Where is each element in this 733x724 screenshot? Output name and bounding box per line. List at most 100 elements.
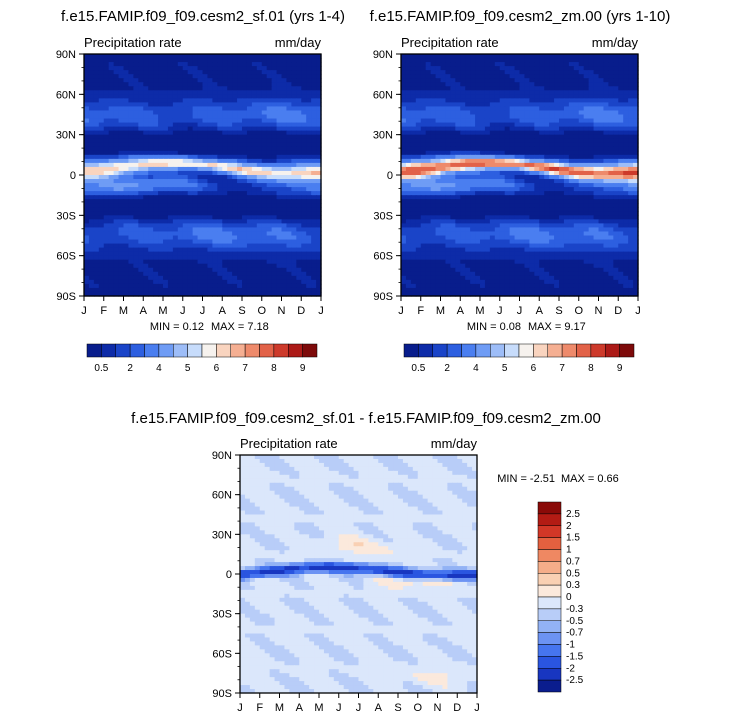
field-cell	[470, 211, 476, 216]
field-cell	[153, 199, 159, 204]
field-cell	[177, 146, 184, 152]
field-cell	[88, 78, 95, 83]
field-cell	[316, 223, 322, 229]
field-cell	[311, 118, 317, 124]
field-cell	[583, 114, 590, 120]
field-cell	[158, 263, 164, 269]
field-cell	[504, 58, 511, 63]
field-cell	[568, 187, 575, 192]
field-cell	[256, 78, 263, 83]
field-cell	[603, 158, 609, 164]
field-cell	[588, 142, 595, 148]
field-cell	[266, 162, 273, 168]
field-cell	[167, 86, 174, 91]
field-cell	[232, 223, 238, 229]
field-cell	[232, 86, 238, 91]
field-cell	[84, 118, 90, 124]
field-cell	[192, 291, 199, 297]
field-cell	[232, 227, 238, 233]
field-cell	[405, 138, 412, 144]
field-cell	[153, 118, 159, 124]
field-cell	[445, 126, 451, 132]
field-cell	[301, 70, 307, 75]
field-cell	[311, 187, 317, 192]
field-cell	[158, 110, 164, 116]
field-cell	[529, 138, 535, 144]
field-cell	[163, 287, 169, 293]
field-cell	[256, 102, 263, 108]
field-cell	[554, 211, 560, 216]
field-cell	[633, 86, 639, 91]
field-cell	[187, 263, 194, 269]
field-cell	[148, 86, 154, 91]
field-cell	[291, 162, 297, 168]
field-cell	[573, 183, 580, 188]
field-cell	[118, 150, 125, 156]
field-cell	[276, 142, 283, 148]
field-cell	[514, 150, 521, 156]
field-cell	[435, 62, 442, 67]
field-cell	[212, 86, 218, 91]
field-cell	[138, 247, 144, 253]
field-cell	[128, 146, 134, 152]
field-cell	[182, 90, 189, 95]
field-cell	[499, 58, 506, 63]
field-cell	[182, 150, 189, 156]
field-cell	[167, 235, 174, 241]
field-cell	[133, 247, 139, 253]
field-cell	[598, 58, 605, 63]
field-cell	[405, 70, 412, 75]
field-cell	[499, 98, 506, 103]
field-cell	[460, 78, 466, 83]
field-cell	[524, 134, 530, 140]
field-cell	[316, 291, 322, 297]
field-cell	[296, 138, 302, 144]
field-cell	[286, 255, 292, 261]
field-cell	[271, 118, 278, 124]
field-cell	[261, 187, 268, 192]
field-cell	[88, 275, 95, 281]
field-cell	[549, 203, 555, 208]
field-cell	[167, 82, 174, 87]
field-cell	[450, 191, 456, 196]
field-cell	[207, 98, 213, 103]
field-cell	[148, 179, 154, 184]
field-cell	[276, 86, 283, 91]
field-cell	[212, 203, 218, 208]
field-cell	[113, 62, 120, 67]
field-cell	[148, 175, 154, 180]
field-cell	[519, 102, 526, 108]
field-cell	[573, 170, 580, 176]
field-cell	[465, 211, 471, 216]
field-cell	[266, 255, 273, 261]
field-cell	[613, 142, 619, 148]
field-cell	[153, 195, 159, 200]
field-cell	[524, 219, 530, 224]
field-cell	[460, 211, 466, 216]
field-cell	[509, 106, 516, 112]
field-cell	[608, 62, 614, 67]
field-cell	[182, 130, 189, 136]
field-cell	[197, 162, 204, 168]
field-cell	[598, 199, 605, 204]
field-cell	[163, 138, 169, 144]
field-cell	[108, 54, 115, 59]
field-cell	[311, 227, 317, 233]
field-cell	[425, 102, 432, 108]
field-cell	[554, 98, 560, 103]
field-cell	[246, 215, 253, 220]
field-cell	[281, 271, 288, 277]
field-cell	[559, 98, 565, 103]
field-cell	[246, 126, 253, 132]
field-cell	[153, 287, 159, 293]
field-cell	[445, 62, 451, 67]
field-cell	[499, 203, 506, 208]
field-cell	[217, 211, 223, 216]
field-cell	[613, 70, 619, 75]
field-cell	[93, 251, 100, 257]
field-cell	[227, 267, 233, 273]
field-cell	[113, 255, 120, 261]
field-cell	[608, 110, 614, 116]
field-cell	[227, 183, 233, 188]
field-cell	[578, 58, 585, 63]
